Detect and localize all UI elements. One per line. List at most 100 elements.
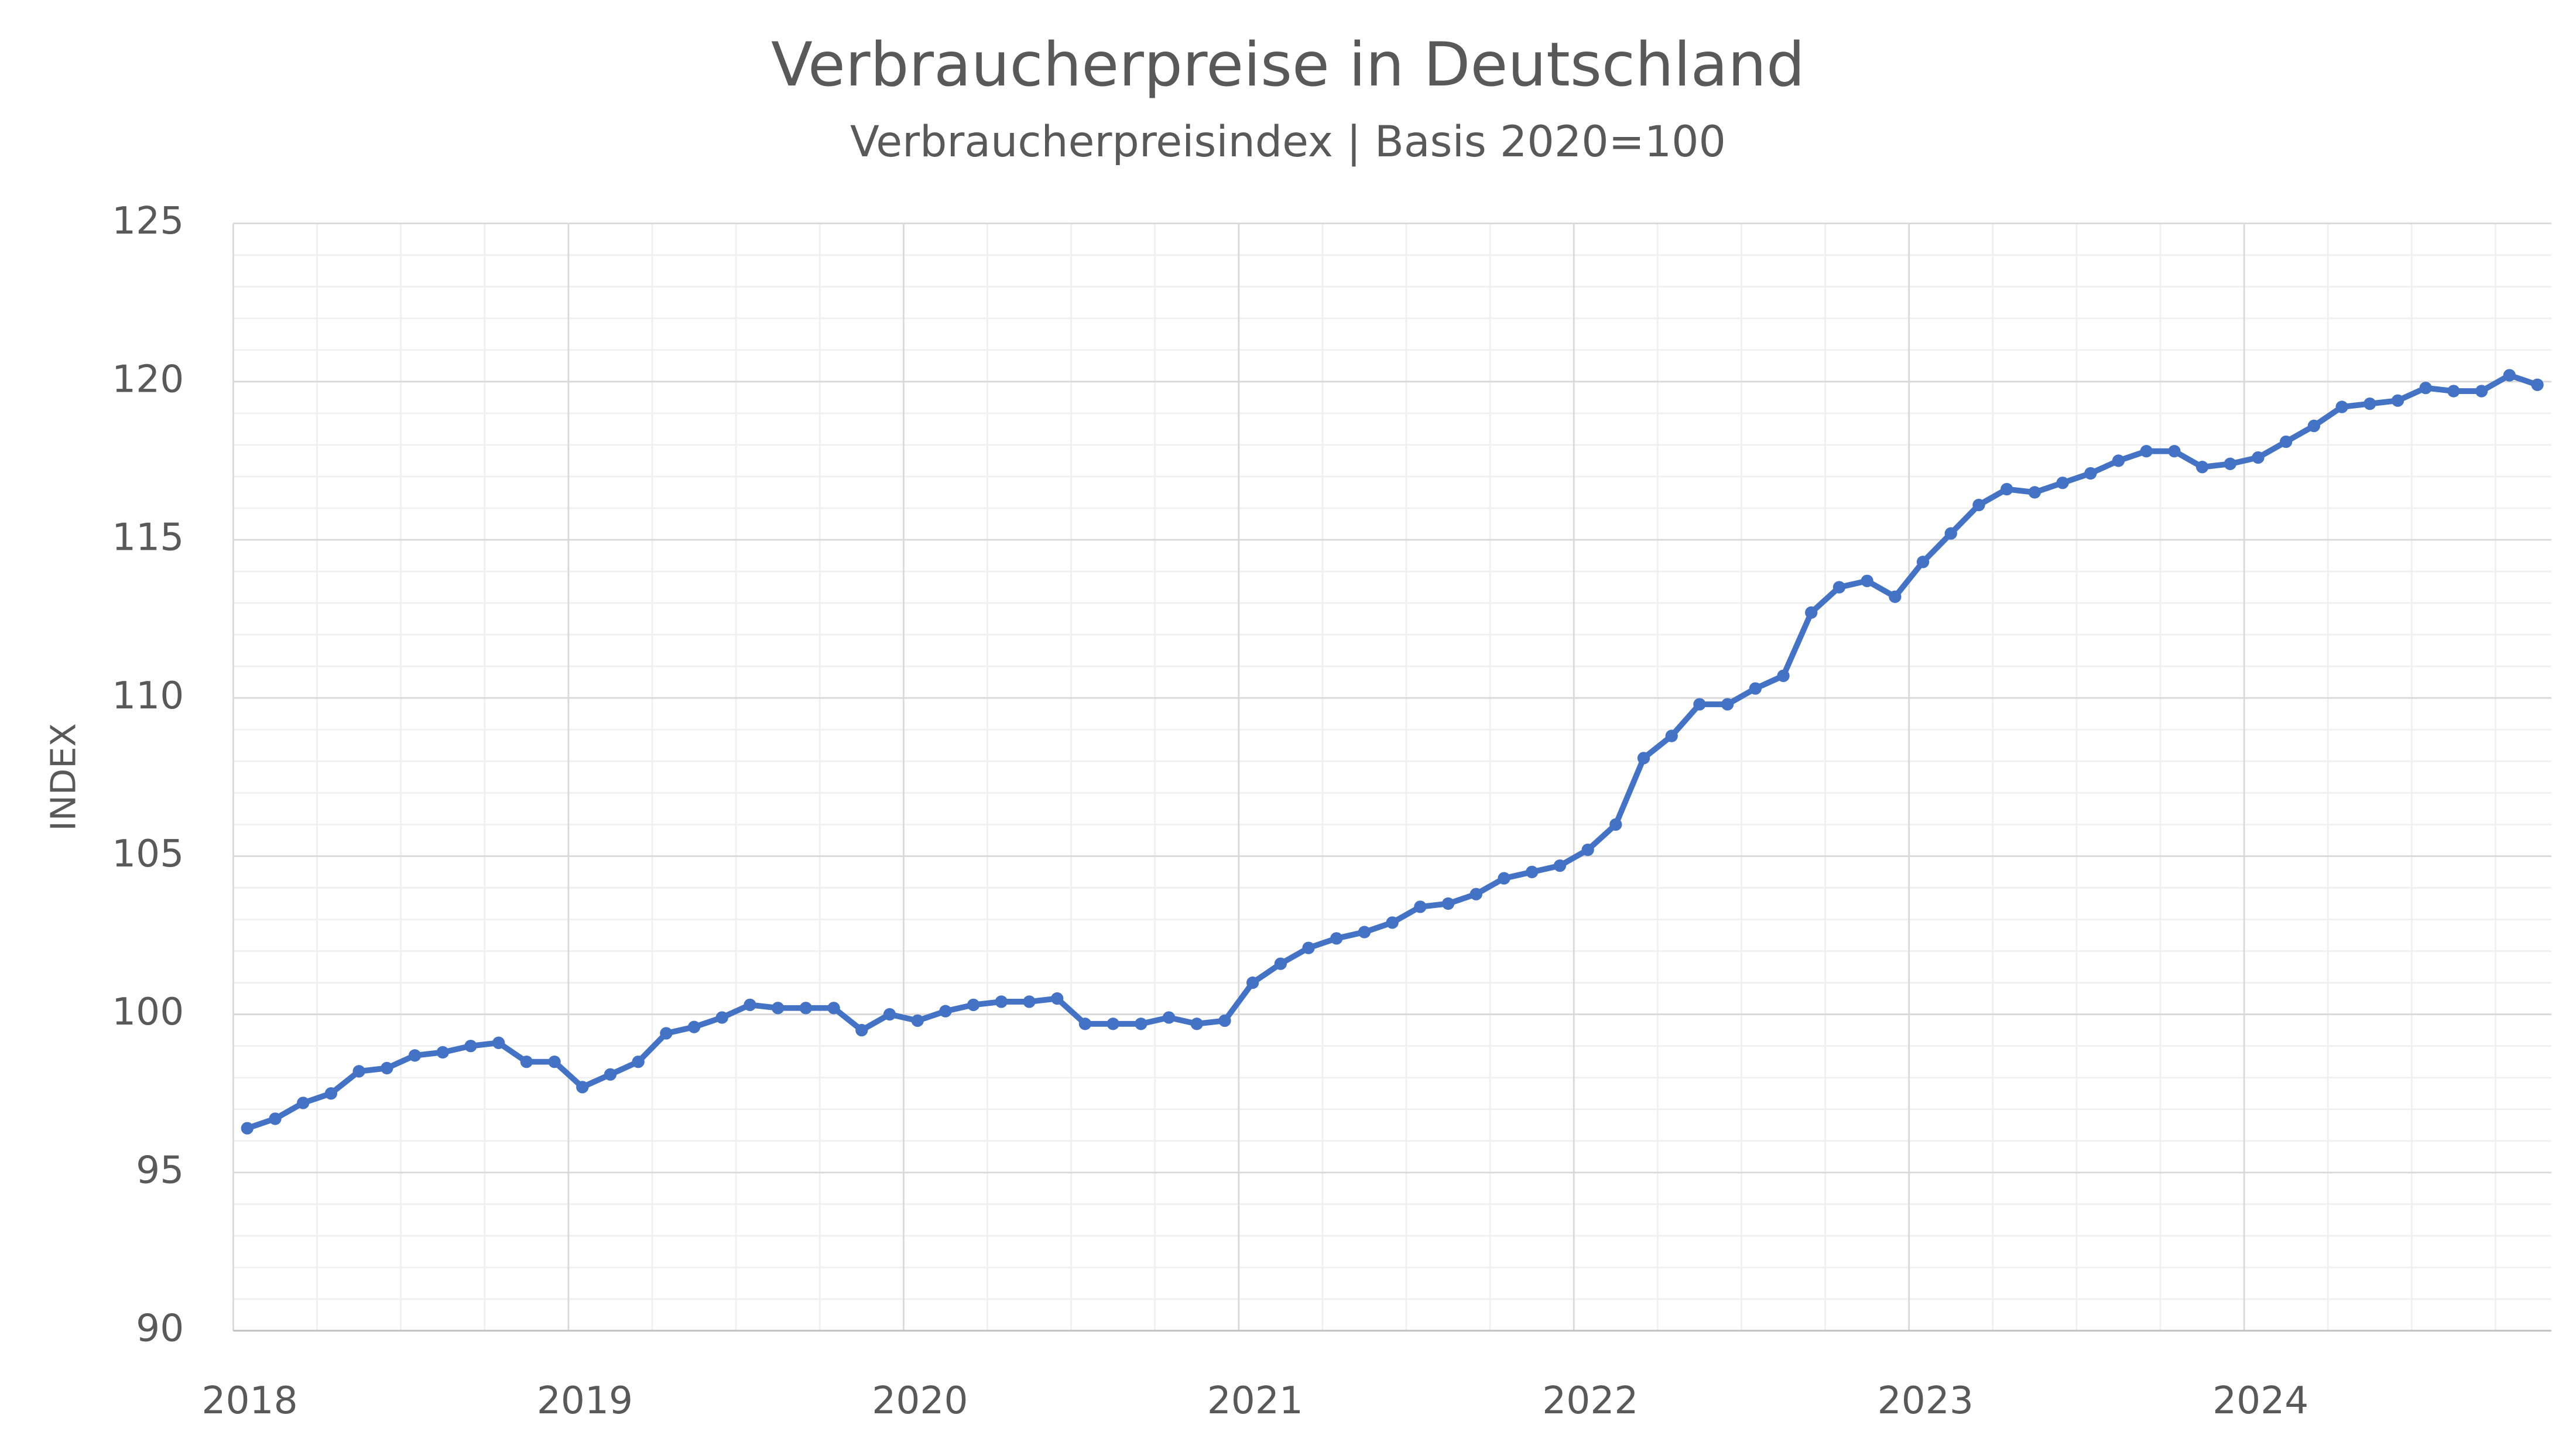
data-point bbox=[1916, 556, 1930, 568]
data-point bbox=[1330, 932, 1343, 945]
data-point bbox=[1023, 995, 1036, 1008]
data-point bbox=[967, 998, 980, 1012]
data-point bbox=[1889, 590, 1902, 603]
data-point bbox=[2531, 378, 2544, 391]
data-point bbox=[2307, 419, 2321, 433]
data-point bbox=[520, 1055, 533, 1068]
data-point bbox=[1721, 698, 1734, 711]
data-point bbox=[1218, 1014, 1231, 1027]
x-tick-label: 2019 bbox=[537, 1379, 633, 1423]
y-tick-label: 100 bbox=[112, 990, 184, 1034]
data-point bbox=[687, 1020, 701, 1033]
x-tick-label: 2021 bbox=[1207, 1379, 1303, 1423]
data-point bbox=[297, 1097, 310, 1109]
data-point bbox=[799, 1002, 813, 1015]
y-axis-label: INDEX bbox=[43, 723, 83, 831]
data-point bbox=[1078, 1018, 1092, 1030]
x-tick-label: 2023 bbox=[1878, 1379, 1974, 1423]
data-point bbox=[1302, 941, 1315, 954]
data-point bbox=[1861, 574, 1873, 587]
data-point bbox=[2363, 397, 2376, 410]
data-point bbox=[2419, 381, 2432, 395]
chart-subtitle: Verbraucherpreisindex | Basis 2020=100 bbox=[850, 117, 1726, 167]
data-point bbox=[2195, 461, 2209, 474]
data-point bbox=[1051, 992, 1064, 1005]
data-point bbox=[2140, 445, 2153, 458]
data-point bbox=[1749, 682, 1762, 695]
data-point bbox=[1637, 752, 1650, 765]
data-point bbox=[1693, 698, 1706, 711]
data-point bbox=[2335, 400, 2348, 413]
data-point bbox=[827, 1002, 840, 1015]
data-point bbox=[1246, 976, 1259, 989]
data-point bbox=[576, 1081, 589, 1094]
data-point bbox=[1581, 843, 1594, 857]
data-point bbox=[464, 1039, 477, 1053]
data-point bbox=[492, 1036, 505, 1049]
data-point bbox=[1805, 606, 1818, 619]
chart-title: Verbraucherpreise in Deutschland bbox=[771, 30, 1805, 100]
data-point bbox=[548, 1055, 561, 1068]
x-tick-label: 2022 bbox=[1542, 1379, 1638, 1423]
data-point bbox=[1135, 1018, 1147, 1030]
data-point bbox=[939, 1005, 952, 1018]
data-point bbox=[2252, 451, 2265, 464]
x-tick-label: 2018 bbox=[201, 1379, 297, 1423]
data-point bbox=[632, 1055, 645, 1068]
data-point bbox=[2224, 457, 2236, 470]
data-point bbox=[1665, 729, 1678, 742]
data-point bbox=[2475, 385, 2488, 398]
data-point bbox=[1553, 859, 1567, 872]
y-tick-label: 125 bbox=[112, 199, 184, 243]
data-point bbox=[2084, 467, 2097, 480]
y-tick-label: 120 bbox=[112, 357, 184, 401]
x-tick-label: 2020 bbox=[872, 1379, 968, 1423]
data-point bbox=[883, 1008, 896, 1021]
data-point bbox=[1107, 1018, 1119, 1030]
y-tick-label: 95 bbox=[136, 1148, 184, 1192]
data-point bbox=[436, 1046, 449, 1059]
data-point bbox=[241, 1122, 254, 1135]
data-point bbox=[995, 995, 1008, 1008]
data-point bbox=[1386, 916, 1399, 929]
data-point bbox=[2056, 477, 2069, 489]
data-point bbox=[1972, 498, 1985, 512]
y-tick-label: 115 bbox=[112, 516, 184, 560]
data-point bbox=[855, 1023, 868, 1037]
data-point bbox=[2447, 385, 2460, 398]
y-tick-label: 90 bbox=[136, 1307, 184, 1351]
data-point bbox=[1944, 527, 1957, 540]
data-point bbox=[2280, 435, 2293, 448]
y-tick-label: 110 bbox=[112, 674, 184, 718]
data-point bbox=[1162, 1011, 1176, 1024]
data-point bbox=[1190, 1018, 1203, 1030]
data-point bbox=[1441, 897, 1455, 910]
data-point bbox=[1777, 669, 1790, 683]
data-point bbox=[2028, 486, 2041, 499]
data-point bbox=[2503, 369, 2516, 382]
data-point bbox=[408, 1049, 422, 1062]
data-point bbox=[772, 1002, 785, 1015]
y-tick-label: 105 bbox=[112, 832, 184, 876]
data-point bbox=[715, 1011, 728, 1024]
data-point bbox=[1358, 926, 1371, 938]
data-point bbox=[1274, 957, 1287, 970]
data-point bbox=[1414, 900, 1427, 913]
data-point bbox=[1832, 581, 1846, 594]
data-point bbox=[660, 1027, 673, 1040]
data-point bbox=[381, 1061, 393, 1075]
data-point bbox=[744, 998, 756, 1012]
data-point bbox=[2000, 482, 2013, 496]
data-point bbox=[2112, 454, 2125, 467]
data-point bbox=[604, 1068, 617, 1081]
data-point bbox=[269, 1112, 282, 1125]
data-line bbox=[246, 372, 2539, 1131]
data-point bbox=[1498, 872, 1510, 885]
data-point bbox=[1526, 865, 1539, 879]
data-point bbox=[324, 1087, 338, 1100]
data-point bbox=[1469, 888, 1482, 900]
data-point bbox=[911, 1014, 924, 1027]
data-point bbox=[352, 1065, 365, 1078]
